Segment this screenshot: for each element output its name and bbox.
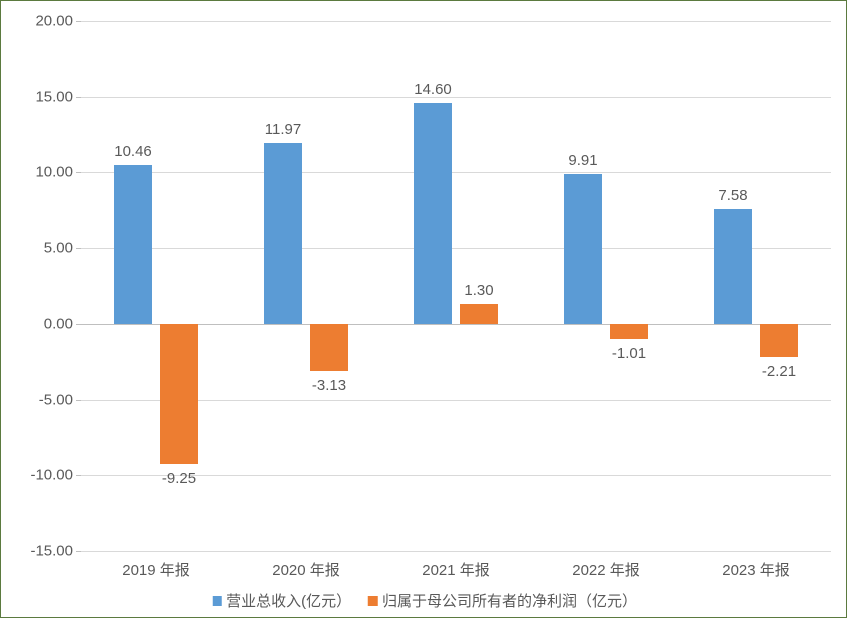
bar: [310, 324, 348, 371]
y-axis-label: -5.00: [39, 391, 73, 408]
data-label: -2.21: [762, 363, 796, 380]
data-label: 9.91: [568, 152, 597, 169]
y-tick: [76, 324, 81, 325]
y-tick: [76, 475, 81, 476]
bar: [114, 165, 152, 323]
data-label: 1.30: [464, 282, 493, 299]
data-label: 10.46: [114, 143, 152, 160]
x-axis-label: 2022 年报: [572, 559, 640, 580]
legend-swatch: [368, 596, 378, 606]
grid-line: [81, 551, 831, 552]
y-tick: [76, 97, 81, 98]
y-tick: [76, 551, 81, 552]
y-tick: [76, 248, 81, 249]
bar: [414, 103, 452, 324]
data-label: -9.25: [162, 470, 196, 487]
bar: [714, 209, 752, 324]
bar: [264, 143, 302, 324]
bar: [160, 324, 198, 464]
y-tick: [76, 21, 81, 22]
legend-swatch: [212, 596, 222, 606]
data-label: 11.97: [265, 121, 301, 138]
x-axis-label: 2019 年报: [122, 559, 190, 580]
y-axis-label: 15.00: [35, 88, 73, 105]
legend-label: 营业总收入(亿元）: [226, 590, 350, 611]
x-axis-label: 2023 年报: [722, 559, 790, 580]
x-axis-label: 2020 年报: [272, 559, 340, 580]
legend: 营业总收入(亿元） 归属于母公司所有者的净利润（亿元）: [212, 590, 635, 611]
y-tick: [76, 400, 81, 401]
bar: [460, 304, 498, 324]
data-label: 7.58: [718, 187, 747, 204]
data-label: -3.13: [312, 377, 346, 394]
legend-item: 营业总收入(亿元）: [212, 590, 350, 611]
grid-line: [81, 21, 831, 22]
grid-line: [81, 172, 831, 173]
bar: [760, 324, 798, 357]
plot-area: -15.00-10.00-5.000.005.0010.0015.0020.00…: [81, 21, 831, 551]
chart-container: -15.00 -10.00 -5.00 0.00 5.00 10.00 15.00 20.00…: [0, 0, 847, 618]
y-axis-label: 10.00: [35, 164, 73, 181]
bar: [564, 174, 602, 324]
legend-item: 归属于母公司所有者的净利润（亿元）: [368, 590, 635, 611]
x-axis-label: 2021 年报: [422, 559, 490, 580]
grid-line: [81, 97, 831, 98]
y-axis-label: -15.00: [30, 543, 73, 560]
y-axis-label: 0.00: [44, 315, 73, 332]
y-tick: [76, 172, 81, 173]
data-label: 14.60: [414, 81, 452, 98]
data-label: -1.01: [612, 345, 646, 362]
legend-label: 归属于母公司所有者的净利润（亿元）: [382, 590, 635, 611]
y-axis-label: 20.00: [35, 13, 73, 30]
bar: [610, 324, 648, 339]
y-axis-label: 5.00: [44, 240, 73, 257]
y-axis-label: -10.00: [30, 467, 73, 484]
